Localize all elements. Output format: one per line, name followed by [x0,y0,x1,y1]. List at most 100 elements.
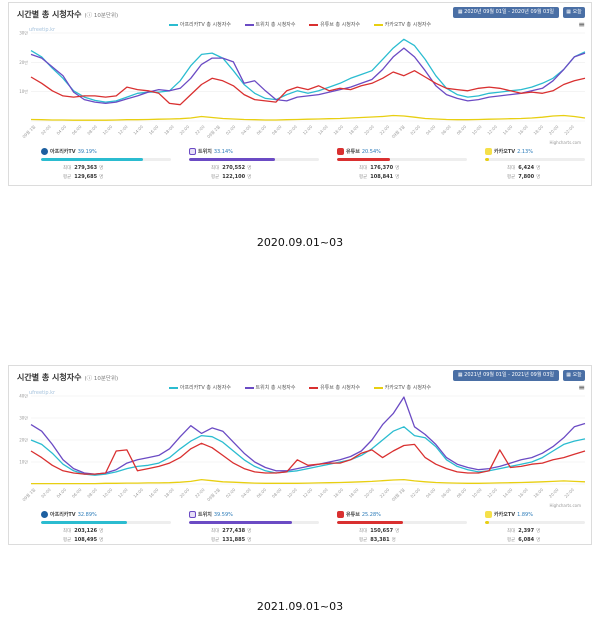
legend-item-twitch[interactable]: 트위치 총 시청자수 [244,21,296,28]
series-line-kakao[interactable] [30,114,586,121]
x-tick-label: 22:00 [563,487,575,499]
stat-pct: 32.89% [77,512,97,518]
x-tick-label: 10:00 [286,487,298,499]
avg-row: 평균 108,841 명 [359,174,400,180]
stat-pct: 33.14% [213,149,233,155]
avg-row: 평균 122,100 명 [211,174,252,180]
x-tick-label: 06:00 [71,124,83,136]
stat-pct: 39.59% [213,512,233,518]
watermark: ufreetip.kr [29,390,56,396]
x-tick-label: 12:00 [302,487,314,499]
x-tick-label: 16:00 [148,487,160,499]
date-range-button[interactable]: ▦ 2020년 09월 01일 - 2020년 09월 03일 [452,7,559,18]
peak-row: 최대 277,438 명 [211,528,252,534]
y-tick-label: 30만 [19,30,28,36]
stat-youtube: 유튜브 25.28% 최대 150,657 명 평균 83,381 명 [337,511,467,545]
x-tick-label: 22:00 [379,487,391,499]
menu-icon[interactable]: ≡ [578,383,585,392]
stat-pct: 25.28% [361,512,381,518]
x-tick-label: 10:00 [102,124,114,136]
date-range-button[interactable]: ▦ 2021년 09월 01일 - 2021년 09월 03일 [452,370,559,381]
x-tick-label: 04:00 [425,124,437,136]
series-line-youtube[interactable] [30,442,586,475]
chart-legend: 아프리카TV 총 시청자수 트위치 총 시청자수 유튜브 총 시청자수 카카오T… [9,384,591,391]
x-tick-label: 18:00 [532,124,544,136]
x-tick-label: 06:00 [440,124,452,136]
legend-item-twitch[interactable]: 트위치 총 시청자수 [244,384,296,391]
legend-item-kakao[interactable]: 카카오TV 총 시청자수 [373,21,431,28]
x-tick-label: 06:00 [255,487,267,499]
stat-pct: 1.89% [517,512,533,518]
x-tick-label: 09월 3일 [390,123,406,139]
series-line-twitch[interactable] [30,396,586,475]
avg-row: 평균 131,885 명 [211,537,252,543]
x-tick-label: 22:00 [379,124,391,136]
avg-row: 평균 7,800 명 [507,174,541,180]
menu-icon[interactable]: ≡ [578,20,585,29]
peak-row: 최대 203,126 명 [63,528,104,534]
today-button[interactable]: ▦ 오늘 [563,7,585,18]
share-bar-fill [337,521,403,524]
peak-row: 최대 2,397 명 [507,528,541,534]
date-range-label: 2021년 09월 01일 - 2021년 09월 03일 [464,372,554,378]
legend-item-afreeca[interactable]: 아프리카TV 총 시청자수 [168,21,231,28]
stat-name: 유튜브 [346,512,360,518]
unit-note: (ⓘ 10분단위) [84,13,119,19]
watermark: ufreetip.kr [29,27,56,33]
series-line-afreeca[interactable] [30,426,586,476]
stat-kakao: 카카오TV 2.13% 최대 6,424 명 평균 7,800 명 [485,148,585,182]
share-bar [41,158,171,161]
legend-item-youtube[interactable]: 유튜브 총 시청자수 [309,384,360,391]
x-tick-label: 06:00 [71,487,83,499]
panel-title: 시간별 총 시청자수 (ⓘ 10분단위) [17,10,119,19]
share-bar-fill [41,158,143,161]
caption-2020: 2020.09.01~03 [256,236,344,249]
x-tick-label: 20:00 [548,487,560,499]
x-tick-label: 18:00 [532,487,544,499]
legend-item-afreeca[interactable]: 아프리카TV 총 시청자수 [168,384,231,391]
x-tick-label: 14:00 [502,124,514,136]
x-tick-label: 18:00 [348,124,360,136]
x-tick-label: 08:00 [456,487,468,499]
share-bar-fill [485,521,489,524]
stat-youtube: 유튜브 20.54% 최대 176,370 명 평균 108,841 명 [337,148,467,182]
x-tick-label: 20:00 [363,124,375,136]
stat-kakao: 카카오TV 1.89% 최대 2,397 명 평균 6,084 명 [485,511,585,545]
series-line-twitch[interactable] [30,47,586,105]
x-tick-label: 14:00 [502,487,514,499]
x-tick-label: 16:00 [332,124,344,136]
x-tick-label: 10:00 [286,124,298,136]
stats-row: 아프리카TV 32.89% 최대 203,126 명 평균 108,495 명 트위치 39… [9,511,591,551]
avg-row: 평균 83,381 명 [359,537,396,543]
x-tick-label: 12:00 [486,124,498,136]
series-line-afreeca[interactable] [30,38,586,103]
stat-name: 트위치 [198,512,212,518]
peak-row: 최대 176,370 명 [359,165,400,171]
y-tick-label: 20만 [19,59,28,65]
x-tick-label: 08:00 [271,487,283,499]
share-bar-fill [189,158,276,161]
stat-twitch: 트위치 33.14% 최대 270,552 명 평균 122,100 명 [189,148,319,182]
x-tick-label: 08:00 [86,487,98,499]
legend-item-kakao[interactable]: 카카오TV 총 시청자수 [373,384,431,391]
today-button[interactable]: ▦ 오늘 [563,370,585,381]
series-line-kakao[interactable] [31,478,586,485]
stat-twitch: 트위치 39.59% 최대 277,438 명 평균 131,885 명 [189,511,319,545]
stats-row: 아프리카TV 39.19% 최대 279,363 명 평균 129,685 명 트위치 33… [9,148,591,188]
x-tick-label: 08:00 [86,124,98,136]
x-tick-label: 10:00 [471,124,483,136]
share-bar [189,158,319,161]
x-tick-label: 02:00 [225,487,237,499]
stat-pct: 39.19% [77,149,97,155]
share-bar [189,521,319,524]
kakao-icon [485,148,492,155]
x-tick-label: 16:00 [517,124,529,136]
x-tick-label: 02:00 [40,487,52,499]
peak-row: 최대 279,363 명 [63,165,104,171]
legend-item-youtube[interactable]: 유튜브 총 시청자수 [309,21,360,28]
series-line-youtube[interactable] [30,70,586,106]
x-tick-label: 22:00 [563,124,575,136]
panel-title: 시간별 총 시청자수 (ⓘ 10분단위) [17,373,119,382]
